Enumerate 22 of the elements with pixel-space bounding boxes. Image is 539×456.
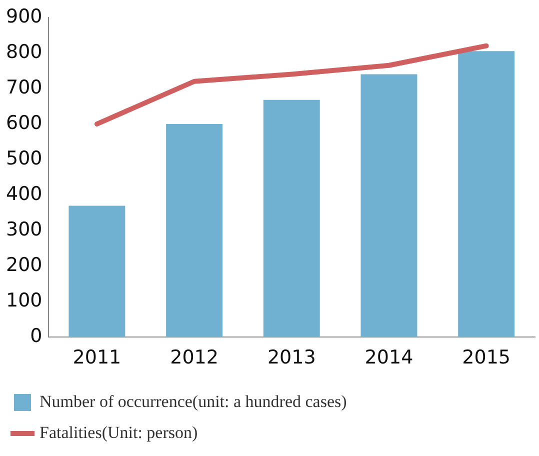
- y-tick-label: 300: [6, 218, 42, 241]
- x-tick-label: 2015: [462, 346, 511, 369]
- y-tick-label: 0: [30, 325, 42, 348]
- bar: [68, 206, 126, 338]
- x-tick-label: 2014: [364, 346, 414, 369]
- bar: [263, 100, 320, 338]
- x-tick-label: 2011: [72, 346, 122, 369]
- bar: [360, 74, 418, 338]
- bar: [166, 124, 223, 338]
- y-tick-label: 100: [6, 290, 42, 312]
- y-tick-label: 900: [6, 5, 42, 28]
- legend-label: Number of occurrence(unit: a hundred cases): [40, 392, 347, 411]
- y-tick-label: 500: [6, 147, 42, 170]
- legend-label: Fatalities(Unit: person): [40, 422, 198, 442]
- x-tick-label: 2013: [267, 346, 316, 369]
- x-tick-label: 2012: [170, 346, 218, 369]
- y-tick-label: 600: [6, 112, 42, 134]
- bar: [458, 51, 515, 338]
- y-tick-label: 800: [6, 40, 42, 63]
- y-tick-label: 200: [6, 254, 42, 276]
- y-tick-label: 700: [6, 76, 42, 98]
- y-tick-label: 400: [6, 183, 42, 206]
